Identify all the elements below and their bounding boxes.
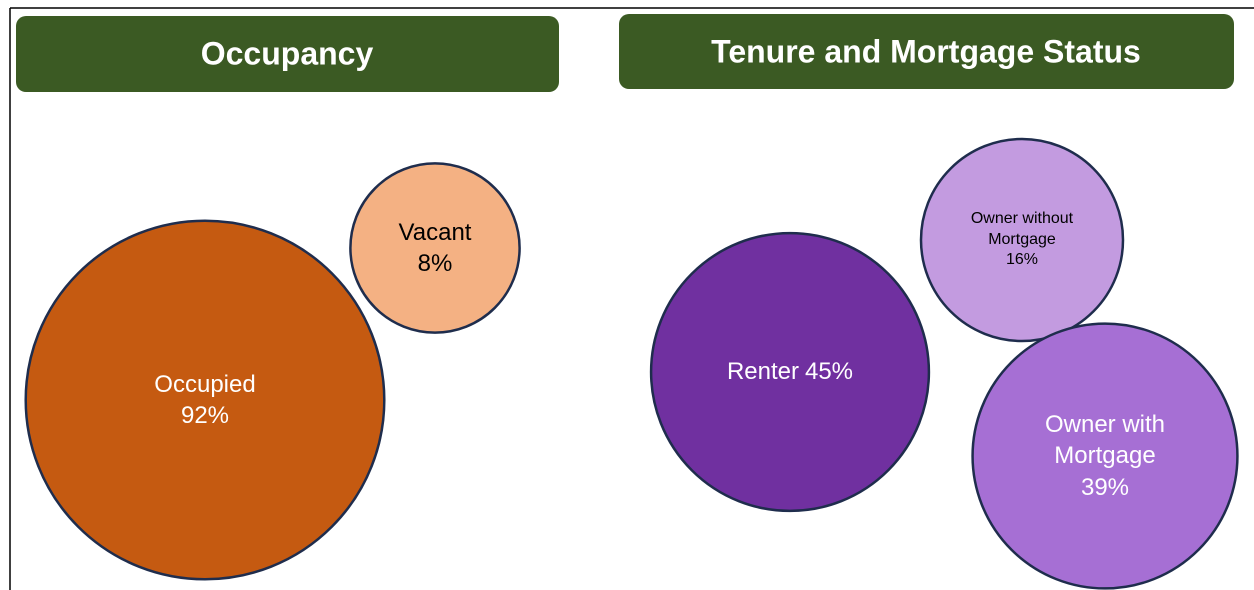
value-label: 16% bbox=[1005, 251, 1039, 269]
bubble-label: Renter 45% bbox=[686, 268, 894, 476]
value-label: 8% bbox=[417, 249, 453, 277]
chart-title: Occupancy bbox=[201, 35, 374, 71]
label-box: Occupied 92% bbox=[71, 266, 340, 535]
category-label: Vacant bbox=[398, 218, 472, 246]
value-label: 92% bbox=[180, 401, 230, 429]
value-label: 45% bbox=[804, 358, 854, 386]
bubble bbox=[649, 231, 931, 513]
category-label: Occupied bbox=[154, 370, 256, 398]
category-label: Owner without Mortgage bbox=[970, 209, 1074, 248]
label-box: Renter 45% bbox=[686, 268, 894, 476]
bubble-label: Occupied 92% bbox=[71, 266, 340, 535]
header-box bbox=[619, 14, 1234, 89]
category-label: Renter bbox=[726, 358, 799, 386]
label-box: Owner with Mortgage 39% bbox=[1006, 357, 1205, 556]
label-box: Vacant 8% bbox=[372, 185, 499, 312]
bubble bbox=[24, 219, 386, 581]
chart-title: Tenure and Mortgage Status bbox=[711, 33, 1141, 69]
bubble bbox=[919, 137, 1125, 343]
category-label: Owner with Mortgage bbox=[1044, 411, 1166, 470]
bubble bbox=[971, 322, 1239, 590]
value-label: 39% bbox=[1080, 473, 1130, 501]
bubble-label: Owner with Mortgage 39% bbox=[1006, 357, 1205, 556]
bubble-label: Owner without Mortgage 16% bbox=[946, 164, 1098, 316]
header-box bbox=[16, 16, 559, 92]
bubble-label: Vacant 8% bbox=[372, 185, 499, 312]
bubble bbox=[349, 162, 521, 334]
label-box: Owner without Mortgage 16% bbox=[946, 164, 1098, 316]
